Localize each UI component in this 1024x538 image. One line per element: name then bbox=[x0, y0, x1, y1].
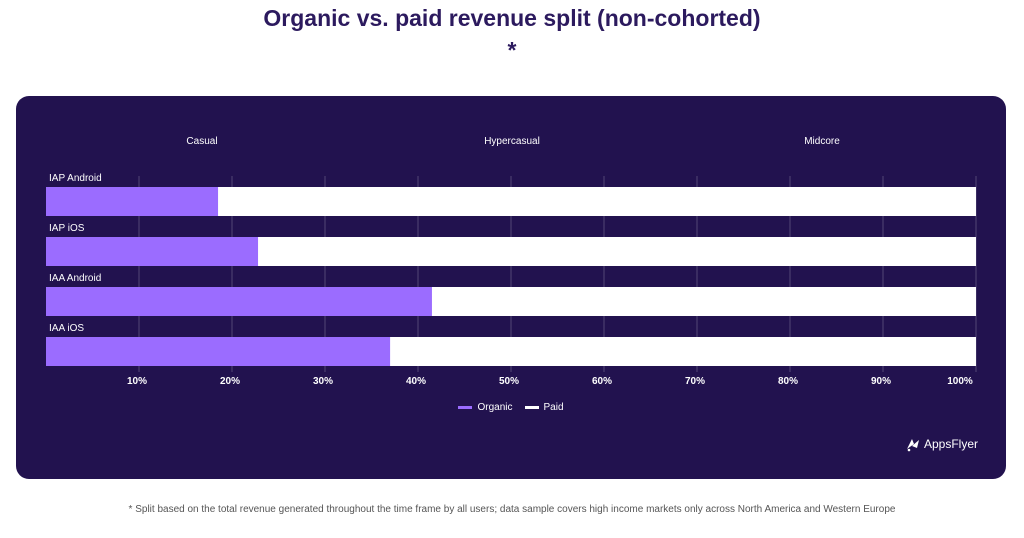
chart-legend: Organic Paid bbox=[16, 402, 1006, 413]
revenue-split-chart: Casual Hypercasual Midcore IAP Android IAP i… bbox=[46, 136, 977, 387]
row-label-iaa-ios: IAA iOS bbox=[49, 323, 84, 334]
x-tick-70: 70% bbox=[685, 376, 705, 387]
column-header-casual: Casual bbox=[186, 136, 217, 147]
chart-panel: Casual Hypercasual Midcore IAP Android IAP i… bbox=[16, 96, 1006, 479]
x-tick-50: 50% bbox=[499, 376, 519, 387]
row-label-iap-android: IAP Android bbox=[49, 173, 102, 184]
bar-organic-iaa-android bbox=[46, 287, 432, 316]
bar-organic-iaa-ios bbox=[46, 337, 391, 366]
row-label-iap-ios: IAP iOS bbox=[49, 223, 85, 234]
legend-swatch-paid bbox=[524, 406, 539, 409]
brand-logo: AppsFlyer bbox=[905, 436, 978, 452]
x-tick-10: 10% bbox=[127, 376, 147, 387]
legend-item-organic: Organic bbox=[458, 402, 513, 413]
legend-label-paid: Paid bbox=[543, 402, 564, 413]
x-tick-100: 100% bbox=[947, 376, 973, 387]
appsflyer-logo-icon bbox=[906, 439, 919, 452]
bar-organic-iap-ios bbox=[46, 237, 259, 266]
x-tick-40: 40% bbox=[406, 376, 426, 387]
brand-name: AppsFlyer bbox=[923, 437, 978, 451]
legend-item-paid: Paid bbox=[524, 402, 564, 413]
row-label-iaa-android: IAA Android bbox=[49, 273, 101, 284]
bar-organic-iap-android bbox=[46, 187, 219, 216]
x-tick-80: 80% bbox=[778, 376, 798, 387]
legend-swatch-organic bbox=[458, 406, 473, 409]
x-tick-60: 60% bbox=[592, 376, 612, 387]
page-title: Organic vs. paid revenue split (non-coho… bbox=[263, 5, 761, 63]
x-tick-20: 20% bbox=[220, 376, 240, 387]
column-header-hypercasual: Hypercasual bbox=[484, 136, 540, 147]
footnote: * Split based on the total revenue gener… bbox=[128, 504, 896, 515]
x-tick-90: 90% bbox=[871, 376, 891, 387]
legend-label-organic: Organic bbox=[477, 402, 513, 413]
column-header-midcore: Midcore bbox=[804, 136, 840, 147]
x-tick-30: 30% bbox=[313, 376, 333, 387]
